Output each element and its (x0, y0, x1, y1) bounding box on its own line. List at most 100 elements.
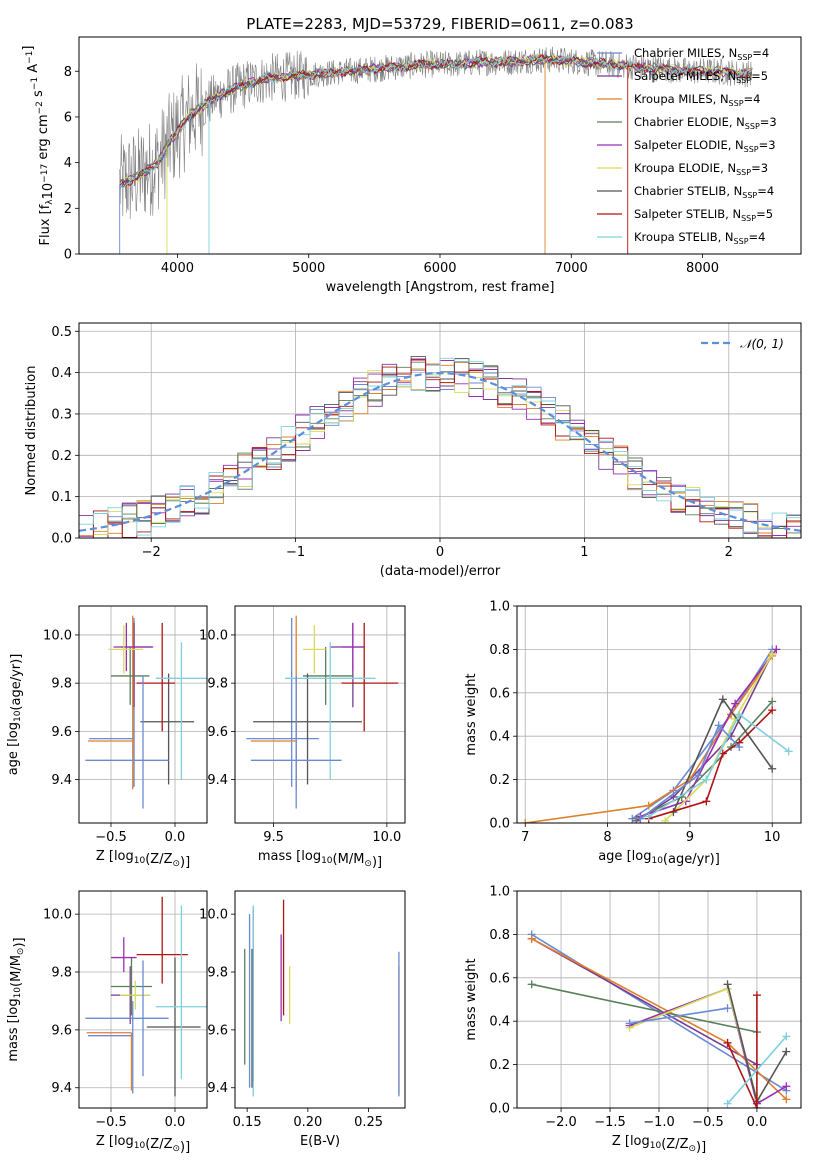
legend-entry: Salpeter ELODIE, NSSP=3 (634, 138, 776, 154)
y-tick-label: 0.6 (489, 686, 510, 701)
x-tick-label: 0 (436, 545, 444, 560)
y-axis-label: age [log10(age/yr)] (6, 654, 24, 776)
y-tick-label: 9.4 (51, 773, 72, 788)
y-tick-label: 0.0 (51, 532, 72, 547)
plus-marker (768, 706, 777, 715)
plot-area (527, 930, 791, 1108)
x-axis-label: mass [log10(M/M⊙)] (258, 849, 382, 870)
figure-title: PLATE=2283, MJD=53729, FIBERID=0611, z=0… (246, 15, 633, 33)
plot-area (521, 645, 793, 823)
axes-frame (78, 605, 208, 824)
y-axis-label: mass weight (464, 673, 479, 755)
plus-marker (661, 816, 670, 823)
y-tick-label: 9.4 (207, 1081, 228, 1096)
x-tick-label: 10.0 (372, 830, 401, 845)
x-tick-label: −0.5 (95, 1115, 127, 1130)
x-tick-label: −2.0 (545, 1115, 577, 1130)
axes-frame (78, 36, 802, 255)
x-tick-label: 4000 (161, 261, 194, 276)
x-tick-label: −1 (286, 545, 305, 560)
y-tick-label: 10.0 (43, 908, 72, 923)
x-tick-label: 0.0 (747, 1115, 768, 1130)
panel-residuals: −2 −1 0 1 2 0.0 0.1 0.2 0.3 0.4 0.5 (data-model)/er… (24, 322, 802, 579)
y-tick-label: 8 (64, 65, 72, 80)
y-tick-label: 0.2 (51, 449, 72, 464)
axes-frame (234, 605, 406, 824)
plus-marker (782, 1082, 791, 1091)
y-tick-label: 0.1 (51, 490, 72, 505)
plus-marker (731, 699, 740, 708)
legend-entry: Chabrier STELIB, NSSP=4 (634, 184, 774, 200)
panel-spectrum: 4000 5000 6000 7000 8000 0 2 4 6 8 wavelength [Ang… (21, 36, 802, 295)
plot-area (246, 615, 399, 809)
x-axis-label: Z [log10(Z/Z⊙)] (612, 1134, 706, 1155)
plus-marker (723, 1004, 732, 1013)
y-tick-label: 0.0 (489, 1102, 510, 1117)
plus-marker (723, 1099, 732, 1108)
x-axis-label: Z [log10(Z/Z⊙)] (96, 849, 190, 870)
plus-marker (782, 1095, 791, 1104)
x-tick-label: 10 (764, 830, 781, 845)
legend-entry: Kroupa MILES, NSSP=4 (634, 92, 760, 108)
x-tick-label: 7000 (555, 261, 588, 276)
plus-marker (527, 980, 536, 989)
y-tick-label: 0.8 (489, 928, 510, 943)
gaussian-curve (79, 371, 801, 532)
axes-frame (78, 322, 802, 539)
y-axis-label: Flux [fλ10−17 erg cm−2 s−1 A−1] (21, 46, 56, 246)
errorbar-point (136, 896, 188, 984)
y-tick-label: 9.8 (207, 966, 228, 981)
plus-marker (644, 812, 653, 821)
weight-line-0 (631, 648, 773, 820)
plus-marker (735, 743, 744, 752)
y-tick-label: 0 (64, 248, 72, 263)
plus-marker (782, 1047, 791, 1056)
y-tick-label: 10.0 (199, 908, 228, 923)
y-axis-label: mass weight (464, 958, 479, 1040)
errorbar-point (246, 618, 319, 787)
y-tick-label: 0.4 (489, 1015, 510, 1030)
panel-age-vs-mass: 9.5 10.0 9.4 9.6 9.8 10.0 mass [log10(M/M⊙)] (199, 605, 406, 870)
y-tick-label: 9.4 (207, 773, 228, 788)
x-tick-label: 1 (580, 545, 588, 560)
axes-frame (516, 890, 802, 1109)
errorbar-point (303, 646, 353, 705)
errorbar-point (303, 625, 326, 674)
x-tick-label: 0.25 (354, 1115, 383, 1130)
weight-line-9 (629, 1007, 728, 1025)
panel-weight-vs-z: −2.0 −1.5 −1.0 −0.5 0.0 0.0 0.2 0.4 0.6 0.8 1.0 Z [… (464, 885, 802, 1155)
x-tick-label: 0.0 (165, 1115, 186, 1130)
errorbar-point (119, 980, 151, 1010)
x-tick-label: −1.5 (594, 1115, 626, 1130)
weight-line-2 (525, 655, 773, 823)
plus-marker (644, 801, 653, 810)
plus-marker (723, 980, 732, 989)
axes-frame (234, 890, 406, 1109)
plot-area (85, 896, 207, 1097)
y-tick-label: 0.8 (489, 643, 510, 658)
x-tick-label: 2 (725, 545, 733, 560)
errorbar-point (85, 960, 169, 1077)
x-tick-label: 9 (686, 830, 694, 845)
y-tick-label: 4 (64, 156, 72, 171)
y-tick-label: 0.2 (489, 773, 510, 788)
y-axis-label: Normed distribution (24, 366, 39, 496)
y-tick-label: 0.3 (51, 407, 72, 422)
plus-marker (752, 991, 761, 1000)
x-tick-label: 7 (521, 830, 529, 845)
y-tick-label: 0.0 (489, 817, 510, 832)
panel-weight-vs-age: 7 8 9 10 0.0 0.2 0.4 0.6 0.8 1.0 age [log10(age/yr… (464, 600, 802, 867)
weight-line-9 (640, 723, 740, 820)
weight-line-8 (648, 713, 790, 818)
weight-line-4 (640, 648, 777, 818)
legend-entry: Kroupa STELIB, NSSP=4 (634, 230, 765, 246)
errorbar-point (86, 1032, 133, 1091)
plus-marker (718, 695, 727, 704)
plus-marker (625, 1019, 634, 1028)
plus-marker (723, 1038, 732, 1047)
y-tick-label: 0.4 (51, 366, 72, 381)
y-tick-label: 0.4 (489, 730, 510, 745)
y-tick-label: 10.0 (199, 628, 228, 643)
errorbar-point (253, 673, 362, 785)
